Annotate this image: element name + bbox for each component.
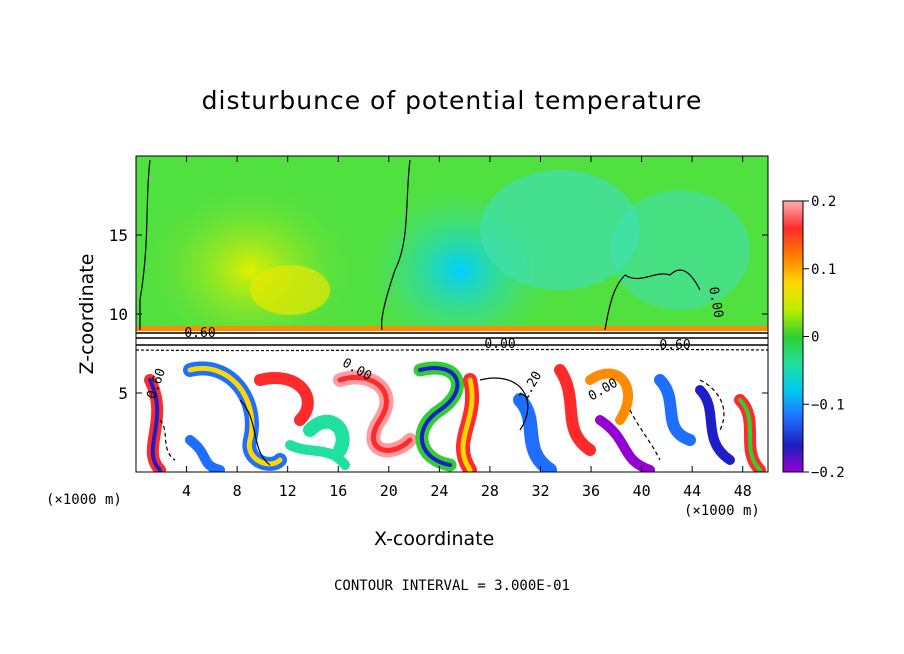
cool-region-2 xyxy=(480,170,640,290)
contour-label: 0.00 xyxy=(705,286,725,319)
y-axis-label: Z-coordinate xyxy=(76,253,98,375)
x-tick-label: 40 xyxy=(633,482,651,500)
colorbar-tick-label: 0 xyxy=(811,330,819,346)
colorbar-tick-label: 0.1 xyxy=(811,262,836,278)
heatmap-field xyxy=(136,156,768,472)
x-tick-label: 44 xyxy=(683,482,701,500)
chart-title: disturbunce of potential temperature xyxy=(201,86,703,115)
inversion-band xyxy=(136,326,768,331)
x-tick-label: 4 xyxy=(182,482,191,500)
x-tick-label: 20 xyxy=(380,482,398,500)
colorbar-tick-label: 0.2 xyxy=(811,194,836,210)
warm-region xyxy=(140,180,360,360)
x-tick-label: 32 xyxy=(531,482,549,500)
x-tick-label: 48 xyxy=(734,482,752,500)
x-tick-label: 8 xyxy=(233,482,242,500)
colorbar-ticks: 0.2 0.1 0 −0.1 −0.2 xyxy=(803,194,845,481)
x-axis-label: X-coordinate xyxy=(374,528,495,550)
x-tick-label: 12 xyxy=(279,482,297,500)
contour-label: 0.60 xyxy=(659,338,690,353)
contour-label: 0.00 xyxy=(484,337,515,352)
x-tick-label: 24 xyxy=(430,482,448,500)
contour-interval-note: CONTOUR INTERVAL = 3.000E-01 xyxy=(333,578,570,594)
x-unit-label-left: (×1000 m) xyxy=(46,492,122,508)
turbulent-eddies xyxy=(144,361,766,472)
x-unit-label-right: (×1000 m) xyxy=(684,503,760,519)
x-ticks: 4 8 12 16 20 24 28 32 36 40 44 48 xyxy=(182,156,752,500)
y-tick-label: 5 xyxy=(118,384,128,403)
warm-core xyxy=(250,265,330,315)
cool-region-3 xyxy=(610,190,750,310)
x-tick-label: 28 xyxy=(481,482,499,500)
y-ticks: 5 10 15 xyxy=(109,226,768,403)
colorbar-tick-label: −0.1 xyxy=(811,397,845,413)
y-tick-label: 10 xyxy=(109,305,128,324)
y-tick-label: 15 xyxy=(109,226,128,245)
colorbar-body xyxy=(782,200,804,473)
contour-label: 0.60 xyxy=(184,326,215,341)
colorbar-tick-label: −0.2 xyxy=(811,465,845,481)
x-tick-label: 16 xyxy=(329,482,347,500)
colorbar xyxy=(782,200,804,473)
contour-lines xyxy=(136,159,768,466)
x-tick-label: 36 xyxy=(582,482,600,500)
